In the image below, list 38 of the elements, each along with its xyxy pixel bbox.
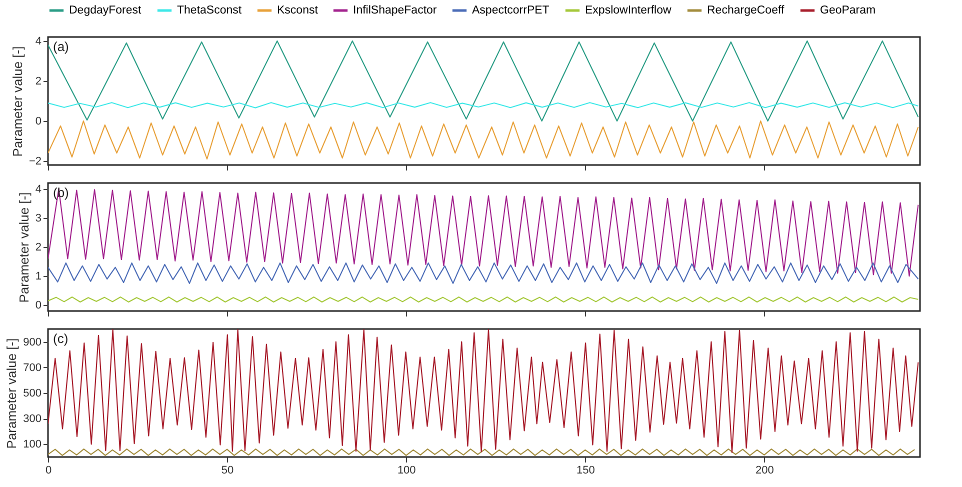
line-series [48,448,916,456]
line-series [48,40,919,122]
legend-label: DegdayForest [69,4,142,16]
y-tick-label: −2 [28,156,42,168]
line-series [48,329,919,454]
x-tick-label: 0 [45,464,52,476]
x-tick-label: 50 [221,464,234,476]
line-series [48,262,919,284]
legend-label: RechargeCoeff [707,4,785,16]
legend-label: ExpslowInterflow [585,4,672,16]
y-tick-label: 4 [35,183,42,196]
y-tick-label: 100 [23,438,42,451]
y-tick-label: 0 [35,116,42,128]
x-tick-label: 150 [576,464,595,476]
legend-label: GeoParam [820,4,876,16]
y-tick-label: 700 [23,362,42,374]
y-tick-label: 2 [35,76,42,88]
y-tick-label: 900 [23,336,42,348]
y-axis-title: Parameter value [-] [10,46,25,157]
y-tick-label: 3 [35,212,42,224]
line-series [48,188,919,277]
y-tick-label: 300 [23,413,42,426]
y-tick-label: 500 [23,388,42,400]
annotation: (a) [53,39,69,54]
legend-label: InfilShapeFactor [353,4,437,16]
y-tick-label: 1 [35,270,42,283]
legend-label: Ksconst [277,4,319,16]
y-tick-label: 4 [35,36,42,48]
legend-label: AspectcorrPET [472,4,550,16]
line-series [48,120,919,160]
y-axis-title: Parameter value [-] [4,338,20,449]
y-tick-label: 0 [35,300,42,312]
y-axis-title: Parameter value [-] [16,192,32,303]
annotation: (c) [53,331,68,346]
x-tick-label: 200 [756,464,774,476]
legend-label: ThetaSconst [177,4,242,16]
x-tick-label: 100 [397,464,416,476]
y-tick-label: 2 [35,242,42,254]
